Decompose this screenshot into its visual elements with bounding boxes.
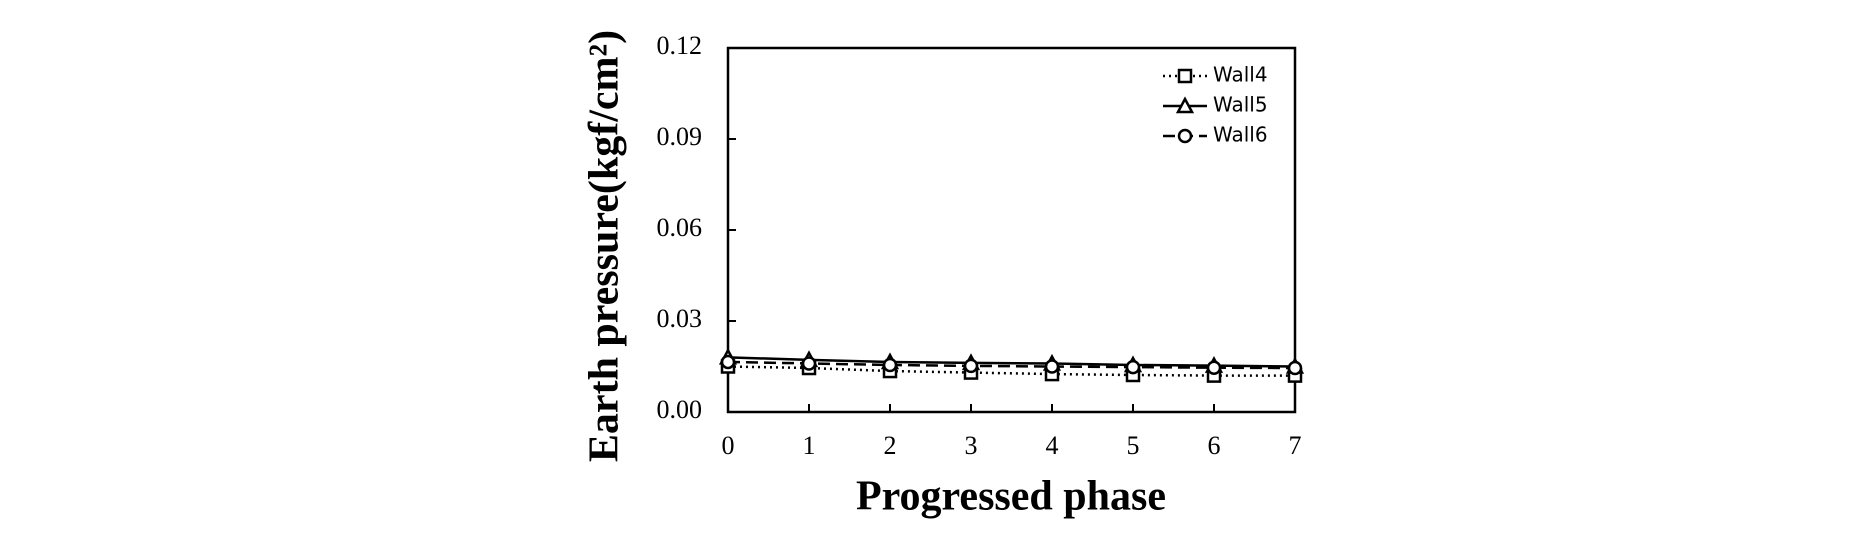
data-line (727, 365, 1295, 377)
x-tick-label: 0 (722, 431, 735, 460)
x-tick-label: 1 (803, 431, 816, 460)
marker (1177, 68, 1193, 84)
x-tick-label: 3 (965, 431, 978, 460)
x-tick-label: 4 (1046, 431, 1059, 460)
x-tick-label: 6 (1208, 431, 1221, 460)
marker (801, 356, 817, 371)
legend-label: Wall5 (1213, 93, 1268, 117)
y-tick-label: 0.06 (657, 213, 703, 242)
marker (963, 358, 979, 374)
data-line (727, 356, 1296, 368)
marker (1287, 360, 1303, 376)
legend-label: Wall6 (1213, 123, 1268, 147)
data-line (727, 360, 1296, 370)
marker (1177, 128, 1193, 144)
y-tick-label: 0.12 (657, 31, 703, 60)
y-tick-label: 0.03 (657, 304, 703, 333)
marker (1175, 96, 1195, 114)
y-axis-title: Earth pressure(kgf/cm²) (582, 30, 628, 462)
legend-label: Wall4 (1213, 63, 1268, 87)
x-axis-title: Progressed phase (856, 474, 1166, 520)
marker (1125, 359, 1141, 375)
marker (882, 357, 898, 373)
plot-frame (726, 46, 1297, 414)
marker (1044, 359, 1060, 374)
marker (1206, 360, 1222, 375)
y-tick-label: 0.09 (657, 122, 703, 151)
x-tick-label: 7 (1289, 431, 1302, 460)
y-tick-label: 0.00 (657, 395, 703, 424)
x-tick-label: 5 (1127, 431, 1140, 460)
marker (720, 354, 736, 370)
x-tick-label: 2 (884, 431, 897, 460)
